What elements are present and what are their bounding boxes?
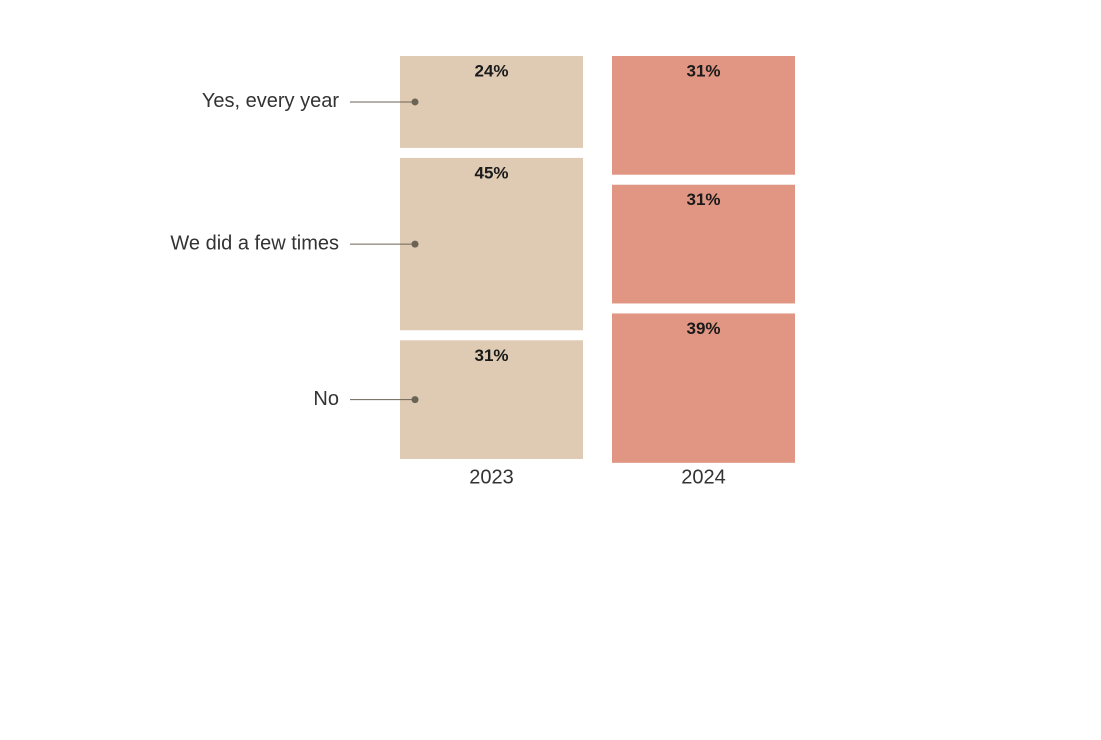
bar-segment <box>612 313 795 463</box>
value-label: 31% <box>686 190 720 209</box>
leader-dot <box>411 396 419 404</box>
leader-dot <box>411 98 419 106</box>
bar-segment <box>400 56 583 148</box>
value-label: 31% <box>474 346 508 365</box>
legend-label: We did a few times <box>170 232 339 254</box>
x-tick-label: 2023 <box>469 466 514 488</box>
bar-segment <box>400 340 583 459</box>
value-label: 24% <box>474 61 508 80</box>
value-label: 31% <box>686 61 720 80</box>
value-label: 39% <box>686 319 720 338</box>
bar-segment <box>612 56 795 175</box>
legend-label: No <box>313 388 339 410</box>
legend-label: Yes, every year <box>202 90 339 112</box>
bar-segment <box>612 184 795 304</box>
value-label: 45% <box>474 163 508 182</box>
x-tick-label: 2024 <box>681 466 726 488</box>
leader-dot <box>411 240 419 248</box>
bar-segment <box>400 157 583 331</box>
